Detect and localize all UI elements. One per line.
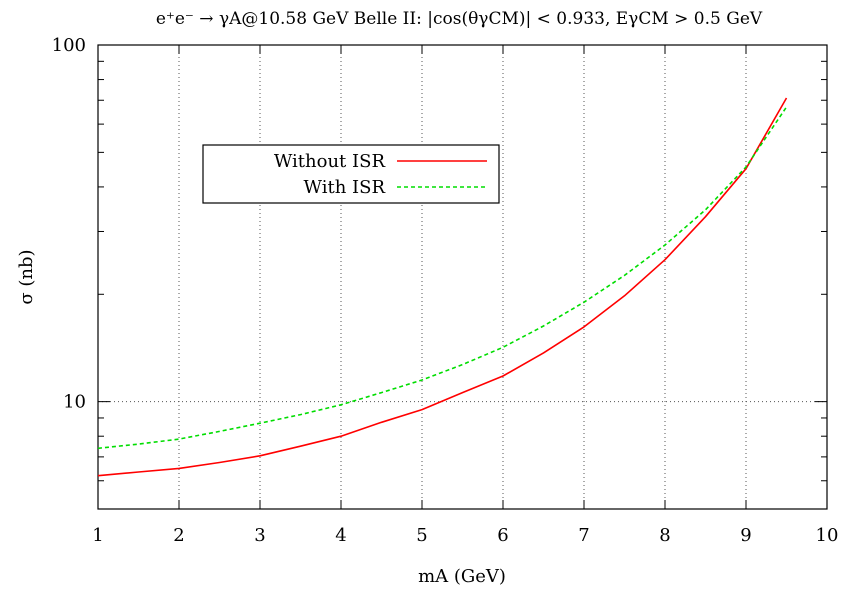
- legend: Without ISR With ISR: [202, 144, 500, 204]
- x-tick-label-9: 9: [740, 525, 751, 546]
- x-tick-label-10: 10: [816, 525, 839, 546]
- x-tick-label-1: 1: [92, 525, 103, 546]
- y-tick-labels: 10 100: [52, 35, 86, 413]
- chart-title: e⁺e⁻ → γA@10.58 GeV Belle II: |cos(θγCM)…: [156, 9, 763, 29]
- y-axis-label: σ (nb): [16, 249, 37, 304]
- series-line-without-isr: [97, 97, 788, 477]
- x-axis-label: mA (GeV): [418, 566, 506, 587]
- series-lines: [97, 97, 788, 477]
- x-tick-label-4: 4: [335, 525, 346, 546]
- x-tick-labels: 1 2 3 4 5 6 7 8 9 10: [92, 525, 838, 546]
- series-line-with-isr: [97, 106, 788, 450]
- x-tick-label-2: 2: [173, 525, 184, 546]
- legend-label-without-isr: Without ISR: [274, 151, 386, 172]
- x-tick-label-5: 5: [416, 525, 427, 546]
- grid-lines: [98, 45, 827, 509]
- axis-ticks: [97, 44, 828, 510]
- x-tick-label-8: 8: [659, 525, 670, 546]
- y-tick-label-10: 10: [63, 392, 86, 413]
- x-tick-label-7: 7: [578, 525, 589, 546]
- legend-box: [202, 144, 500, 204]
- plot-frame: [97, 44, 828, 510]
- x-tick-label-6: 6: [497, 525, 508, 546]
- legend-label-with-isr: With ISR: [304, 177, 386, 198]
- y-tick-label-100: 100: [52, 35, 86, 56]
- x-tick-label-3: 3: [254, 525, 265, 546]
